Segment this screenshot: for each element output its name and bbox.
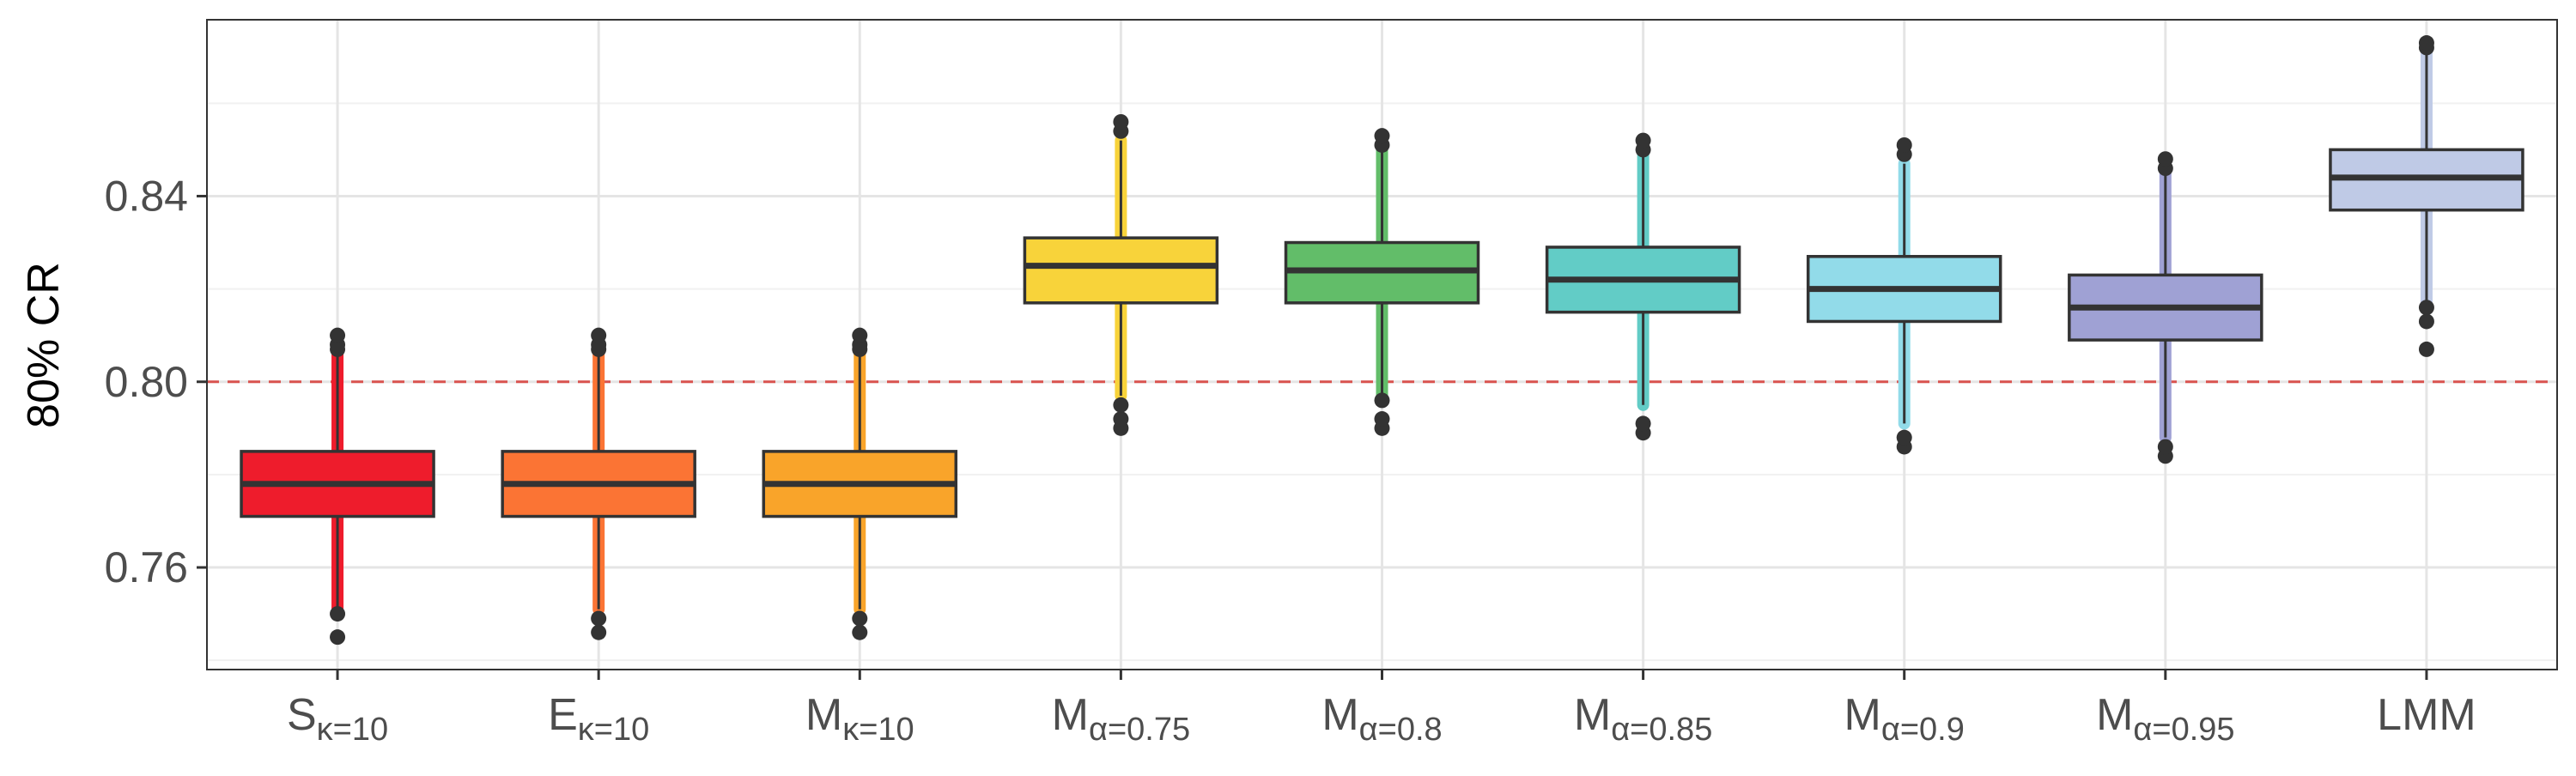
x-tick-label-base: M <box>1321 690 1358 740</box>
box-group <box>1545 132 1741 441</box>
outlier-point <box>1896 136 1912 153</box>
x-tick-label-base: M <box>1844 690 1881 740</box>
outlier-point <box>1113 113 1129 130</box>
outlier-point <box>1896 429 1912 446</box>
x-tick-label-base: M <box>2096 690 2133 740</box>
outlier-point <box>1113 411 1129 427</box>
outlier-point <box>330 629 346 646</box>
x-tick-label-subscript: α=0.85 <box>1611 712 1712 748</box>
outlier-point <box>1635 415 1651 432</box>
x-tick-label-base: E <box>548 690 578 740</box>
x-tick-label-base: M <box>805 690 842 740</box>
outlier-point <box>2157 151 2173 167</box>
outlier-point <box>2418 313 2434 330</box>
box-group <box>762 327 958 640</box>
x-tick-label: Mα=0.75 <box>1052 690 1190 748</box>
x-tick-label-base: LMM <box>2377 690 2476 740</box>
outlier-point <box>591 610 607 627</box>
box-group <box>2329 35 2524 357</box>
x-tick-label-subscript: α=0.8 <box>1359 712 1443 748</box>
outlier-point <box>330 606 346 622</box>
outlier-point <box>852 610 868 627</box>
x-tick-label: LMM <box>2377 690 2476 740</box>
box-group <box>240 327 435 646</box>
outlier-point <box>2418 300 2434 316</box>
outlier-point <box>591 327 607 343</box>
outlier-point <box>1635 132 1651 149</box>
y-tick-label: 0.84 <box>105 172 188 220</box>
outlier-point <box>2418 35 2434 52</box>
outlier-point <box>852 327 868 343</box>
outlier-point <box>2418 341 2434 357</box>
outlier-point <box>852 624 868 640</box>
x-tick-label: Eκ=10 <box>548 690 649 748</box>
x-tick-label-subscript: α=0.95 <box>2133 712 2234 748</box>
x-tick-label-base: M <box>1574 690 1611 740</box>
x-tick-label: Mα=0.85 <box>1574 690 1712 748</box>
box-group <box>2068 151 2263 464</box>
outlier-point <box>1374 128 1390 144</box>
x-tick-label: Mα=0.95 <box>2096 690 2234 748</box>
x-tick-label-subscript: α=0.75 <box>1089 712 1190 748</box>
outlier-point <box>1374 392 1390 409</box>
box-group <box>501 327 696 640</box>
x-tick-label-subscript: κ=10 <box>842 712 914 748</box>
outlier-point <box>2157 439 2173 455</box>
outlier-point <box>1113 397 1129 413</box>
box <box>1023 236 1219 305</box>
x-tick-label-subscript: κ=10 <box>317 712 388 748</box>
box-layer <box>240 35 2524 646</box>
y-axis-label: 80% CR <box>19 262 69 428</box>
x-tick-label: Mα=0.8 <box>1321 690 1442 748</box>
x-tick-label-subscript: κ=10 <box>578 712 649 748</box>
x-tick-label: Mα=0.9 <box>1844 690 1965 748</box>
x-tick-label-base: S <box>287 690 317 740</box>
x-tick-label-base: M <box>1052 690 1089 740</box>
box-group <box>1023 113 1219 436</box>
outlier-point <box>1374 411 1390 427</box>
y-tick-label: 0.76 <box>105 543 188 591</box>
box-group <box>1806 136 2002 455</box>
x-tick-label-subscript: α=0.9 <box>1881 712 1965 748</box>
outlier-point <box>330 327 346 343</box>
box-group <box>1284 128 1480 436</box>
x-tick-label: Mκ=10 <box>805 690 914 748</box>
outlier-point <box>591 624 607 640</box>
y-tick-label: 0.80 <box>105 358 188 406</box>
x-tick-label: Sκ=10 <box>287 690 388 748</box>
